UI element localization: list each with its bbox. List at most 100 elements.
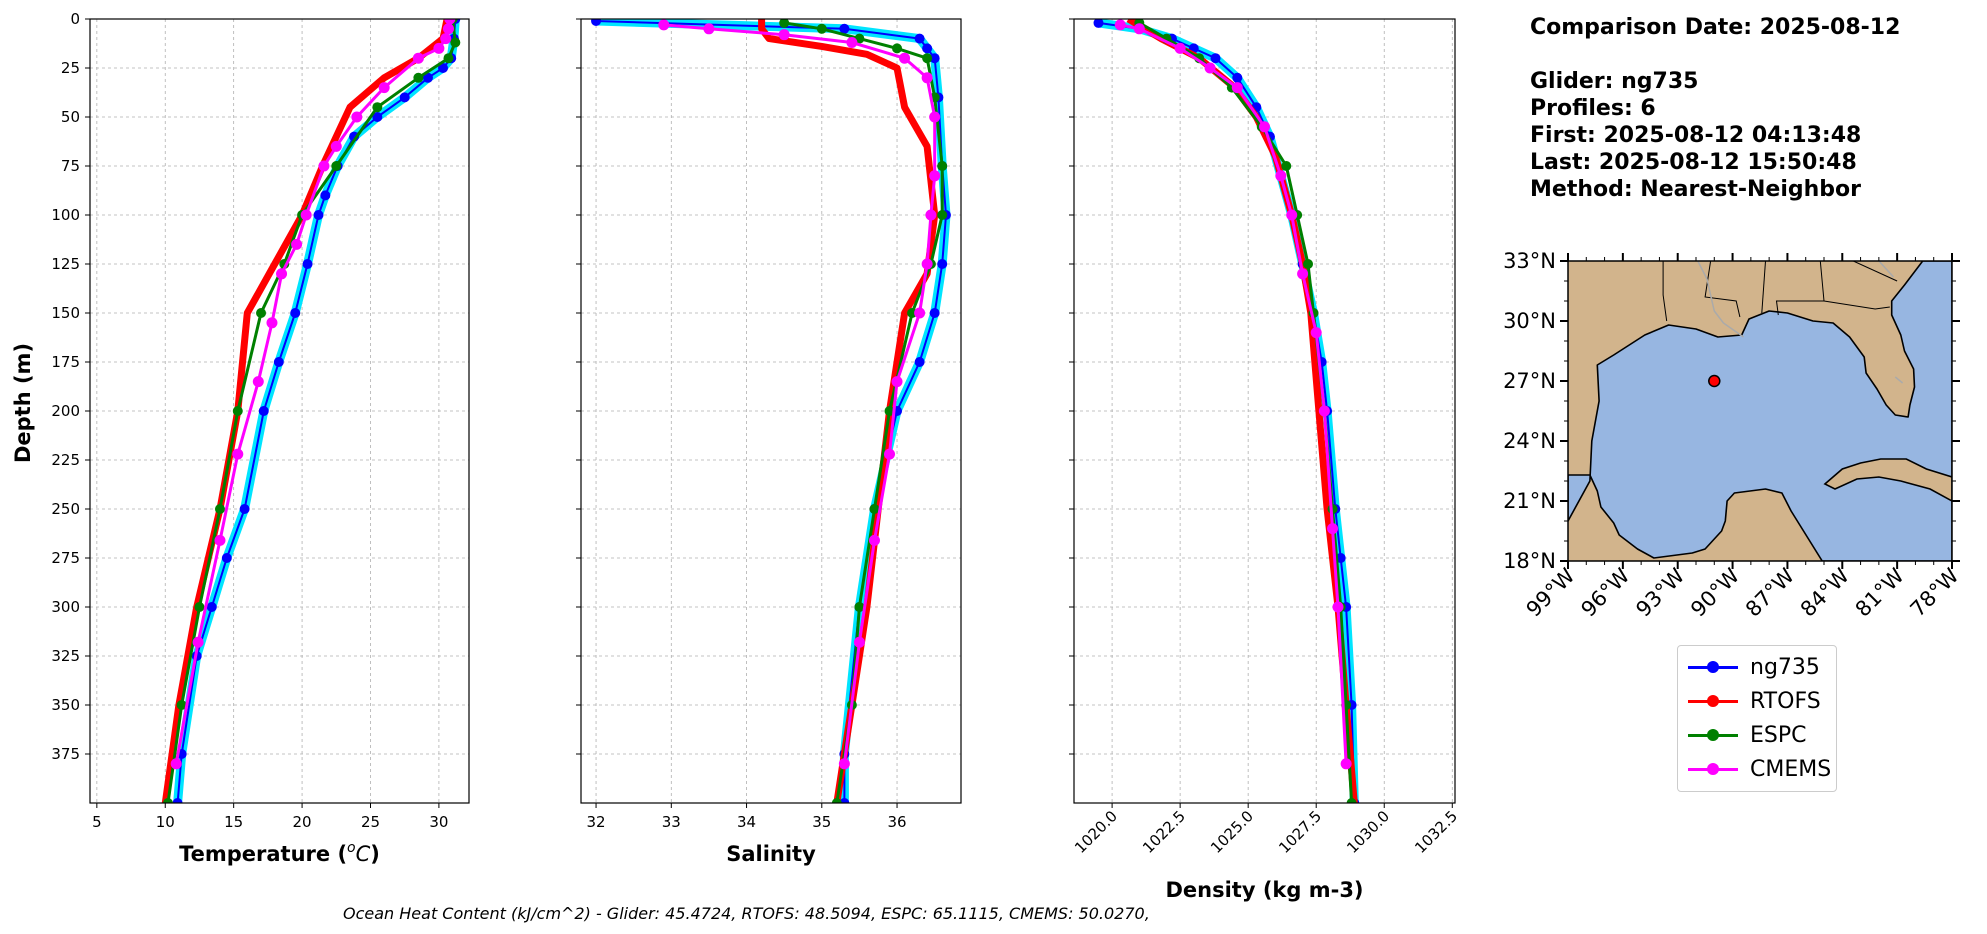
lat-label: 33°N — [1503, 249, 1556, 273]
point-ESPC — [907, 308, 918, 318]
map-frame — [1567, 260, 1953, 562]
point-ESPC — [779, 19, 790, 28]
legend: ng735 RTOFS ESPC CMEMS — [1677, 645, 1837, 792]
point-CMEMS — [1275, 170, 1287, 182]
y-tick-label: 350 — [51, 696, 80, 714]
point-ng735 — [922, 43, 933, 54]
cuba-landmass — [1823, 458, 1952, 502]
legend-item-ng735: ng735 — [1688, 650, 1820, 684]
x-tick-label: 5 — [92, 813, 102, 831]
y-tick-label: 25 — [61, 59, 80, 77]
point-ESPC — [922, 53, 933, 64]
point-ESPC — [831, 798, 842, 803]
point-CMEMS — [838, 758, 850, 770]
point-CMEMS — [925, 209, 937, 221]
x-tick-label: 30 — [429, 813, 448, 831]
lon-label: 87°W — [1741, 563, 1799, 621]
panel-1: 5 10 15 20 25 3002550751001251501752002252502… — [51, 10, 470, 866]
panel-2: 32 33 34 35 36 Salinity — [576, 18, 962, 866]
point-CMEMS — [442, 23, 454, 35]
point-CMEMS — [214, 534, 226, 546]
y-tick-label: 225 — [51, 451, 80, 469]
series-ESPC-line — [166, 19, 457, 803]
point-CMEMS — [778, 29, 790, 41]
river — [1878, 261, 1895, 278]
point-CMEMS — [232, 448, 244, 460]
legend-item-espc: ESPC — [1688, 718, 1807, 752]
x-tick-label: 35 — [812, 813, 831, 831]
lat-label: 30°N — [1503, 309, 1556, 333]
series-CMEMS-line — [174, 19, 452, 765]
point-ESPC — [937, 161, 948, 171]
point-CMEMS — [1310, 327, 1322, 339]
series-CMEMS-line — [663, 23, 937, 764]
point-CMEMS — [1332, 601, 1344, 613]
point-ESPC — [214, 504, 225, 514]
point-CMEMS — [291, 238, 303, 250]
point-ng735 — [591, 19, 602, 26]
river — [1894, 376, 1904, 384]
y-tick-label: 150 — [51, 304, 80, 322]
y-tick-label: 200 — [51, 402, 80, 420]
point-CMEMS — [266, 317, 278, 329]
comparison-date: Comparison Date: 2025-08-12 — [1530, 15, 1901, 40]
point-ESPC — [256, 308, 267, 318]
point-ng735 — [839, 23, 850, 34]
point-ESPC — [450, 37, 461, 48]
series-group — [161, 19, 461, 803]
point-ng735 — [929, 53, 940, 64]
state-border — [1761, 261, 1766, 314]
x-tick-label: 33 — [662, 813, 681, 831]
state-border — [1823, 300, 1890, 310]
gulf-of-mexico-map: 33°N30°N27°N24°N21°N18°N99°W96°W93°W90°W… — [1503, 249, 1964, 622]
point-ESPC — [162, 798, 173, 803]
legend-label: RTOFS — [1750, 688, 1821, 714]
point-ng735 — [839, 798, 850, 803]
legend-swatch — [1688, 762, 1738, 775]
lon-label: 81°W — [1851, 563, 1909, 621]
point-ng735 — [1232, 72, 1243, 83]
legend-label: ESPC — [1750, 722, 1807, 748]
point-ESPC — [1303, 259, 1314, 269]
x-tick-label: 1030.0 — [1343, 807, 1393, 857]
glider-name: Glider: ng735 — [1530, 69, 1699, 94]
x-tick-label: 25 — [361, 813, 380, 831]
legend-swatch — [1688, 694, 1738, 707]
lat-label: 27°N — [1503, 369, 1556, 393]
point-ng735 — [914, 33, 925, 44]
point-CMEMS — [914, 307, 926, 319]
x-tick-label: 15 — [224, 813, 243, 831]
point-ESPC — [854, 602, 865, 612]
point-ESPC — [194, 602, 205, 612]
point-ng735 — [399, 92, 410, 103]
legend-swatch — [1688, 660, 1738, 673]
x-tick-label: 10 — [156, 813, 175, 831]
point-ESPC — [816, 23, 827, 34]
x-axis-label: Temperature (oC) — [179, 840, 380, 866]
x-tick-label: 1032.5 — [1411, 807, 1461, 857]
lon-label: 93°W — [1631, 563, 1689, 621]
point-CMEMS — [318, 160, 330, 172]
point-ng735 — [1210, 53, 1221, 64]
lon-label: 84°W — [1796, 563, 1854, 621]
point-CMEMS — [412, 52, 424, 64]
point-ESPC — [413, 72, 424, 83]
x-axis-label: Density (kg m-3) — [1165, 878, 1363, 902]
point-CMEMS — [929, 111, 941, 123]
y-tick-label: 75 — [61, 157, 80, 175]
legend-label: ng735 — [1750, 654, 1820, 680]
point-ESPC — [884, 406, 895, 416]
point-ng735 — [273, 357, 284, 367]
point-ng735 — [320, 190, 331, 201]
point-CMEMS — [192, 636, 204, 648]
point-CMEMS — [1133, 23, 1145, 35]
state-border — [1775, 261, 1825, 316]
point-CMEMS — [921, 258, 933, 270]
point-ESPC — [443, 53, 454, 64]
legend-swatch — [1688, 728, 1738, 741]
x-tick-label: 1025.0 — [1207, 807, 1257, 857]
point-ESPC — [892, 43, 903, 54]
y-axis-label: Depth (m) — [11, 343, 35, 463]
y-tick-label: 175 — [51, 353, 80, 371]
